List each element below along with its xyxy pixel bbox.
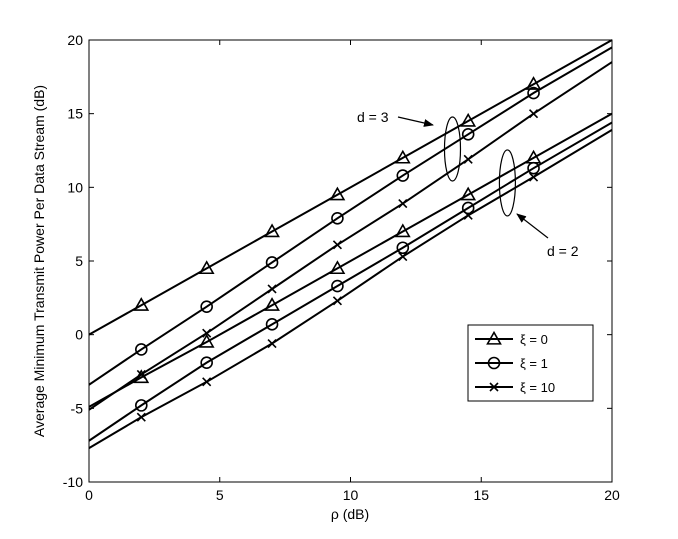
data-point (329, 186, 346, 201)
annotation-arrow (516, 213, 549, 239)
data-point (398, 252, 408, 262)
y-tick-label: 0 (75, 327, 83, 343)
legend-label: ξ = 1 (520, 356, 548, 371)
data-point (394, 223, 411, 238)
data-point (329, 260, 346, 275)
data-point (461, 127, 475, 141)
y-tick-label: 20 (67, 32, 83, 48)
data-point (527, 86, 540, 100)
data-point (332, 240, 342, 250)
data-point (133, 369, 150, 384)
legend-marker (487, 356, 501, 370)
data-point (133, 297, 150, 311)
annotation-label: d = 3 (357, 109, 389, 125)
y-axis-label: Average Minimum Transmit Power Per Data … (31, 85, 47, 437)
legend-label: ξ = 10 (520, 380, 555, 395)
series-line (88, 46, 613, 386)
legend-marker (486, 330, 502, 345)
series-line (88, 39, 613, 336)
x-tick-label: 20 (604, 487, 620, 503)
series-d3-triangle (88, 39, 613, 336)
data-point (461, 201, 475, 215)
x-tick-label: 0 (85, 487, 93, 503)
data-point (332, 296, 342, 306)
series-d3-circle (88, 46, 613, 386)
data-point (265, 256, 279, 269)
data-point (525, 76, 542, 90)
legend-label: ξ = 0 (520, 332, 548, 347)
series-d2-triangle (88, 112, 613, 408)
x-tick-label: 15 (473, 487, 489, 503)
x-axis-label: ρ (dB) (331, 506, 369, 522)
data-point (200, 356, 213, 369)
data-point (198, 260, 215, 275)
y-tick-label: 5 (75, 253, 83, 269)
y-tick-label: 15 (67, 106, 83, 122)
data-point (460, 112, 477, 127)
data-point (267, 284, 277, 294)
data-point (463, 210, 473, 220)
data-point (267, 338, 277, 349)
annotation-label: d = 2 (547, 243, 579, 259)
legend-entry: ξ = 0 (475, 330, 548, 347)
x-tick-label: 10 (343, 487, 359, 503)
x-tick-label: 5 (216, 487, 224, 503)
data-point (136, 412, 146, 422)
series-d2-circle (88, 121, 613, 442)
data-point (460, 186, 477, 201)
annotation-ellipse (443, 116, 462, 182)
series-line (88, 112, 613, 408)
data-point (200, 300, 213, 313)
legend-entry: ξ = 1 (475, 356, 548, 371)
data-point (264, 297, 280, 311)
legend-entry: ξ = 10 (475, 380, 555, 395)
data-point (202, 328, 212, 338)
data-point (135, 399, 148, 412)
data-point (264, 223, 280, 238)
series-line (88, 121, 613, 442)
data-point (528, 109, 539, 119)
annotation-d2: d = 2 (498, 149, 579, 259)
y-tick-label: 10 (67, 179, 83, 195)
data-point (528, 172, 539, 182)
data-point (396, 241, 410, 255)
annotation-arrow (397, 116, 434, 127)
data-point (135, 343, 148, 356)
data-point (527, 161, 540, 175)
data-point (398, 198, 408, 209)
series-d2-x (88, 129, 613, 449)
data-point (202, 377, 212, 387)
data-point (463, 154, 473, 164)
annotation-d3: d = 3 (357, 109, 462, 182)
legend-marker (489, 382, 499, 392)
data-point (394, 149, 411, 164)
data-point (331, 211, 344, 225)
data-point (331, 279, 344, 293)
y-tick-label: -5 (71, 400, 84, 416)
y-tick-label: -10 (63, 474, 83, 490)
annotation-ellipse (498, 149, 516, 217)
data-point (265, 318, 279, 331)
data-point (396, 169, 410, 182)
data-point (198, 333, 215, 348)
